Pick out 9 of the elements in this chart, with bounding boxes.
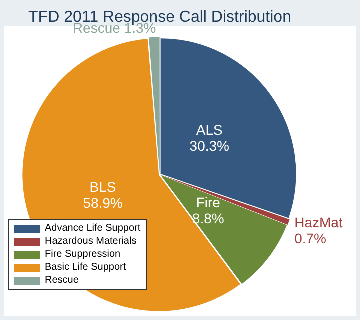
legend-label: Advance Life Support bbox=[45, 223, 141, 234]
legend-label: Fire Suppression bbox=[45, 249, 121, 260]
data-label: ALS 30.3% bbox=[190, 122, 230, 154]
data-label: Fire 8.8% bbox=[192, 194, 224, 226]
legend-label: Basic Life Support bbox=[45, 262, 126, 273]
legend-label: Rescue bbox=[45, 275, 79, 286]
data-label: BLS 58.9% bbox=[83, 178, 123, 211]
legend-label: Hazardous Materials bbox=[45, 236, 137, 247]
data-label: HazMat 0.7% bbox=[294, 214, 343, 247]
